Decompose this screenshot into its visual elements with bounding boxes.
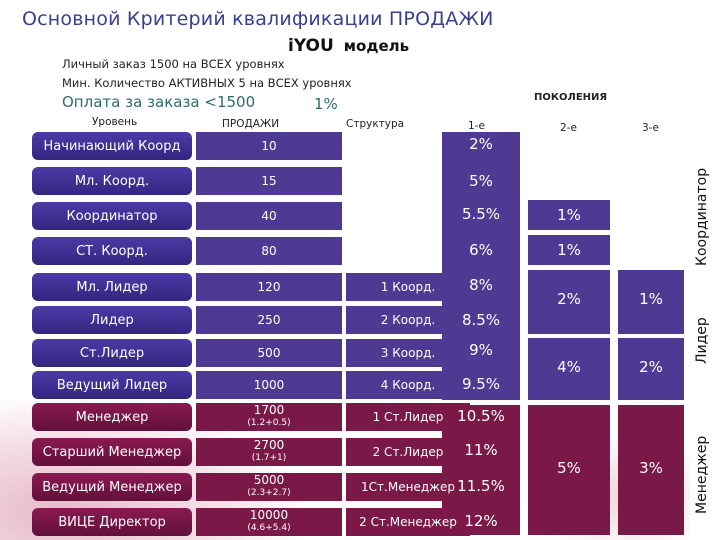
sales-cell: 1000 [196,371,342,399]
gen2-cell-leader: 2% [528,270,610,334]
gen3-leader-value: 1% [639,290,663,308]
level-cell: Мл. Лидер [32,273,192,301]
col-gen3: 3-е [642,122,659,134]
sales-value: 40 [261,208,277,223]
sales-value: 2700 [253,438,285,452]
sales-cell: 250 [196,306,342,334]
sales-value: 250 [257,312,281,327]
level-cell: ВИЦЕ Директор [32,508,192,536]
sales-value: 80 [261,243,277,258]
gen2-leader2-value: 4% [557,358,581,376]
sales-cell: 40 [196,202,342,230]
sales-cell: 80 [196,237,342,265]
rule-payment: Оплата за заказа <1500 [62,93,256,111]
rule-min-active: Мин. Количество АКТИВНЫХ 5 на ВСЕХ уровн… [62,76,352,90]
gen1-value: 12% [464,512,498,530]
gen1-value: 9.5% [461,375,501,393]
rule-personal-order: Личный заказ 1500 на ВСЕХ уровнях [62,57,285,71]
brand: iYOU модель [288,36,409,56]
rule-payment-pct: 1% [314,95,338,113]
col-structure: Структура [346,118,405,130]
gen2-coord-value: 1% [557,206,581,224]
sales-cell: 10 [196,132,342,160]
sales-value: 15 [261,173,277,188]
level-cell: СТ. Коорд. [32,237,192,265]
structure-cell: 2 Коорд. [346,306,470,334]
brand-model: модель [343,37,410,55]
gen2-cell-coord: 1% [528,200,610,230]
sales-cell: 15 [196,167,342,195]
gen2-cell-coord2: 1% [528,235,610,265]
gen3-cell-manager: 3% [618,405,684,535]
gen1-value: 11% [464,441,498,459]
structure-cell: 1Ст.Менеджер [346,473,470,501]
side-label-coordinator: Координатор [694,167,710,266]
structure-cell: 2 Ст.Лидер [346,438,470,466]
gen1-value: 6% [469,241,493,259]
page-title: Основной Критерий квалификации ПРОДАЖИ [22,8,494,30]
sales-cell: 5000 (2.3+2.7) [196,473,342,501]
sales-sub: (1.2+0.5) [247,418,291,428]
gen1-value: 11.5% [457,477,505,495]
gen1-value: 8% [469,276,493,294]
sales-sub: (1.7+1) [251,453,287,463]
brand-you: YOU [293,36,334,56]
gen3-manager-value: 3% [639,459,663,477]
gen3-cell-leader: 1% [618,270,684,334]
gen1-value: 2% [469,135,493,153]
level-cell: Старший Менеджер [32,438,192,466]
level-cell: Менеджер [32,403,192,431]
gen3-leader2-value: 2% [639,358,663,376]
structure-cell: 3 Коорд. [346,339,470,367]
sales-value: 1700 [253,403,285,417]
structure-cell: 4 Коорд. [346,371,470,399]
level-cell: Ведущий Лидер [32,371,192,399]
gen1-value: 10.5% [457,407,505,425]
gen1-value: 8.5% [461,311,501,329]
gen1-value: 5.5% [461,205,501,223]
gen2-manager-value: 5% [557,459,581,477]
side-label-leader: Лидер [694,317,710,364]
sales-sub: (2.3+2.7) [247,488,291,498]
sales-value: 500 [257,345,281,360]
sales-value: 1000 [253,377,285,392]
structure-cell: 1 Коорд. [346,273,470,301]
sales-value: 10000 [249,508,289,522]
sales-cell: 10000 (4.6+5.4) [196,508,342,536]
brand-i: i [288,36,294,56]
gen2-cell-manager: 5% [528,405,610,535]
level-cell: Начинающий Коорд [32,132,192,160]
side-label-manager: Менеджер [694,435,710,514]
gen1-value: 5% [469,172,493,190]
level-cell: Мл. Коорд. [32,167,192,195]
sales-cell: 500 [196,339,342,367]
sales-cell: 120 [196,273,342,301]
level-cell: Ст.Лидер [32,339,192,367]
sales-sub: (4.6+5.4) [247,523,291,533]
sales-value: 5000 [253,473,285,487]
gen2-cell-leader2: 4% [528,338,610,400]
col-gen2: 2-е [560,122,577,134]
sales-value: 10 [261,138,277,153]
level-cell: Лидер [32,306,192,334]
generations-header: ПОКОЛЕНИЯ [534,92,608,103]
structure-cell: 1 Ст.Лидер [346,403,470,431]
structure-cell: 2 Ст.Менеджер [346,508,470,536]
sales-cell: 1700 (1.2+0.5) [196,403,342,431]
gen3-cell-leader2: 2% [618,338,684,400]
sales-value: 120 [257,279,281,294]
gen2-coord2-value: 1% [557,241,581,259]
col-level: Уровень [92,116,138,128]
col-sales: ПРОДАЖИ [222,118,280,130]
gen1-value: 9% [469,341,493,359]
level-cell: Ведущий Менеджер [32,473,192,501]
gen2-leader-value: 2% [557,290,581,308]
level-cell: Координатор [32,202,192,230]
sales-cell: 2700 (1.7+1) [196,438,342,466]
col-gen1: 1-е [468,120,485,132]
